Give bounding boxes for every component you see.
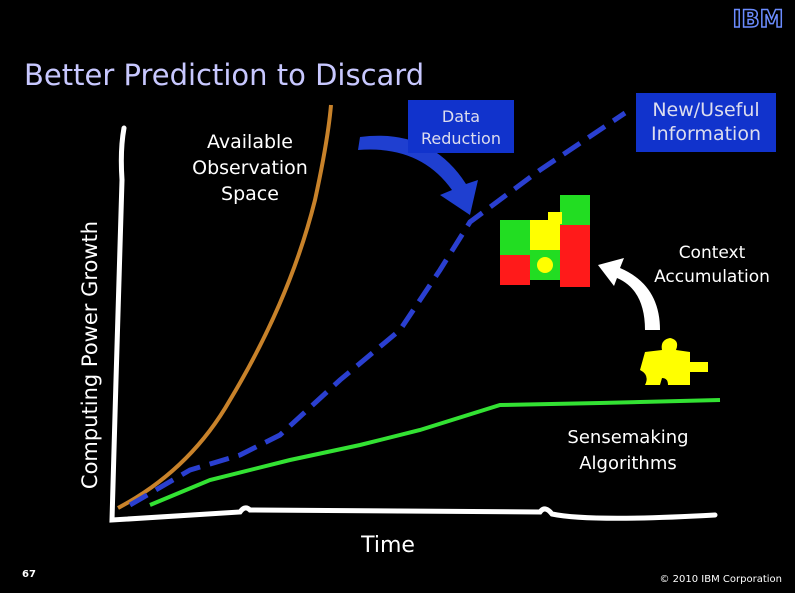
- text-line: Context: [679, 243, 746, 263]
- context-label: Context Accumulation: [654, 243, 770, 287]
- text-line: Available: [207, 131, 293, 153]
- observation-space-curve: [117, 104, 333, 510]
- puzzle-piece: [640, 338, 708, 385]
- text-line: Information: [651, 123, 761, 145]
- new-information-box: [636, 93, 776, 152]
- information-curve: [128, 110, 627, 508]
- context-arrow: [598, 258, 660, 330]
- text-line: Reduction: [421, 129, 501, 148]
- new-information-label: New/Useful Information: [651, 99, 761, 145]
- x-axis-label: Time: [360, 533, 415, 558]
- data-reduction-label: Data Reduction: [421, 107, 501, 148]
- data-reduction-box: [408, 100, 514, 153]
- slide-title: Better Prediction to Discard: [24, 58, 424, 92]
- text-line: Space: [221, 183, 279, 205]
- page-number: 67: [22, 569, 36, 580]
- data-reduction-arrow: [358, 135, 478, 215]
- y-axis-label: Computing Power Growth: [78, 221, 102, 489]
- observation-space-label: Available Observation Space: [192, 131, 308, 205]
- text-line: New/Useful: [652, 99, 759, 121]
- logo: IBM: [732, 5, 783, 33]
- text-line: Sensemaking: [567, 427, 688, 448]
- copyright: © 2010 IBM Corporation: [660, 574, 783, 585]
- sensemaking-curve: [149, 398, 721, 507]
- axes: [109, 125, 718, 523]
- puzzle-cluster: [500, 195, 590, 287]
- text-line: Accumulation: [654, 267, 770, 287]
- sensemaking-label: Sensemaking Algorithms: [567, 427, 688, 474]
- text-line: Observation: [192, 157, 308, 179]
- text-line: Data: [442, 107, 480, 126]
- text-line: Algorithms: [579, 453, 677, 474]
